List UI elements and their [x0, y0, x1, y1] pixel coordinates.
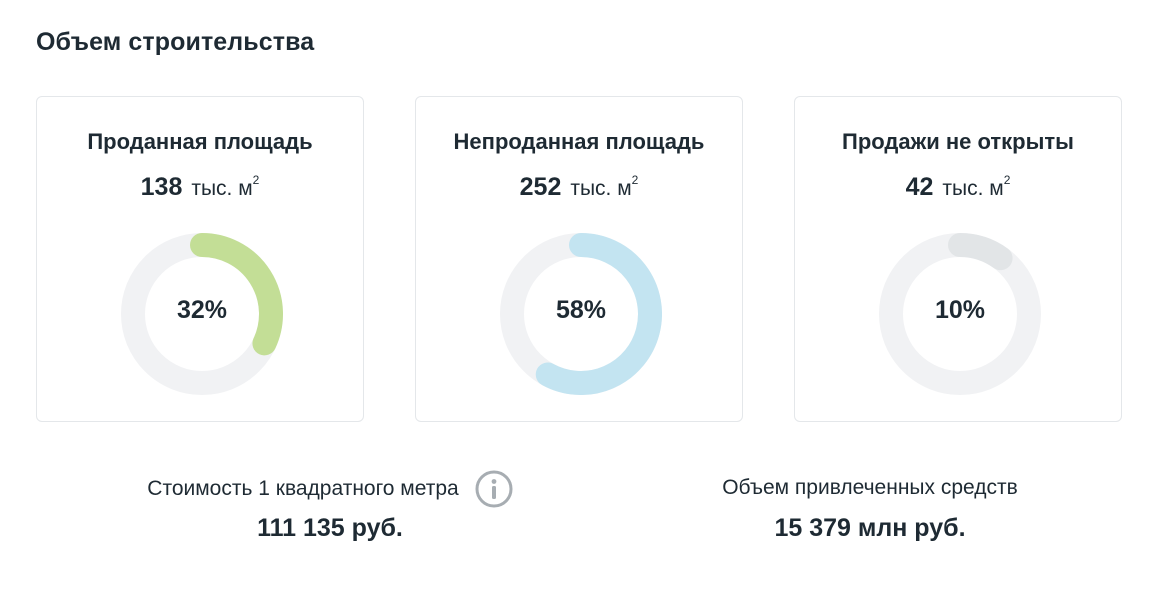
price-value: 111 135 руб. — [257, 514, 403, 542]
card-value: 138 тыс. м2 — [37, 173, 363, 202]
donut-arc — [535, 233, 662, 395]
card-value: 252 тыс. м2 — [416, 173, 742, 202]
card-value-unit: тыс. м2 — [942, 173, 1010, 200]
cards-row: Проданная площадь 138 тыс. м2 32% Непрод… — [36, 96, 1124, 424]
card-sales-not-opened: Продажи не открыты 42 тыс. м2 10% — [794, 96, 1122, 422]
funds-label: Объем привлеченных средств — [722, 476, 1018, 499]
price-label: Стоимость 1 квадратного метра — [147, 477, 459, 500]
card-value-number: 138 — [140, 173, 183, 201]
donut-svg — [500, 233, 662, 395]
donut-chart: 10% — [879, 233, 1041, 395]
donut-svg — [879, 233, 1041, 395]
info-circle-icon[interactable] — [475, 470, 513, 508]
card-value-unit: тыс. м2 — [191, 173, 259, 200]
unit-text: тыс. м — [570, 177, 632, 200]
card-value-number: 42 — [905, 173, 934, 201]
card-unsold-area: Непроданная площадь 252 тыс. м2 58% — [415, 96, 743, 422]
unit-superscript: 2 — [631, 173, 639, 187]
card-sold-area: Проданная площадь 138 тыс. м2 32% — [36, 96, 364, 422]
donut-percent: 58% — [555, 296, 607, 324]
funds-value: 15 379 млн руб. — [774, 514, 966, 542]
attracted-funds-block: Объем привлеченных средств 15 379 млн ру… — [660, 476, 1080, 543]
unit-text: тыс. м — [942, 177, 1004, 200]
donut-percent: 32% — [176, 296, 228, 324]
section-title: Объем строительства — [36, 28, 315, 56]
card-value: 42 тыс. м2 — [795, 173, 1121, 202]
donut-svg — [121, 233, 283, 395]
donut-arc — [190, 233, 283, 356]
donut-chart: 32% — [121, 233, 283, 395]
card-value-unit: тыс. м2 — [570, 173, 638, 200]
card-title: Непроданная площадь — [453, 129, 705, 154]
donut-percent: 10% — [934, 296, 986, 324]
price-label-row: Стоимость 1 квадратного метра — [147, 470, 513, 508]
card-value-number: 252 — [519, 173, 562, 201]
donut-chart: 58% — [500, 233, 662, 395]
unit-text: тыс. м — [191, 177, 253, 200]
price-per-sqm-block: Стоимость 1 квадратного метра 111 135 ру… — [100, 470, 560, 543]
unit-superscript: 2 — [1003, 173, 1011, 187]
card-title: Продажи не открыты — [842, 129, 1074, 154]
donut-arc — [948, 233, 1013, 271]
unit-superscript: 2 — [252, 173, 260, 187]
card-title: Проданная площадь — [87, 129, 313, 154]
